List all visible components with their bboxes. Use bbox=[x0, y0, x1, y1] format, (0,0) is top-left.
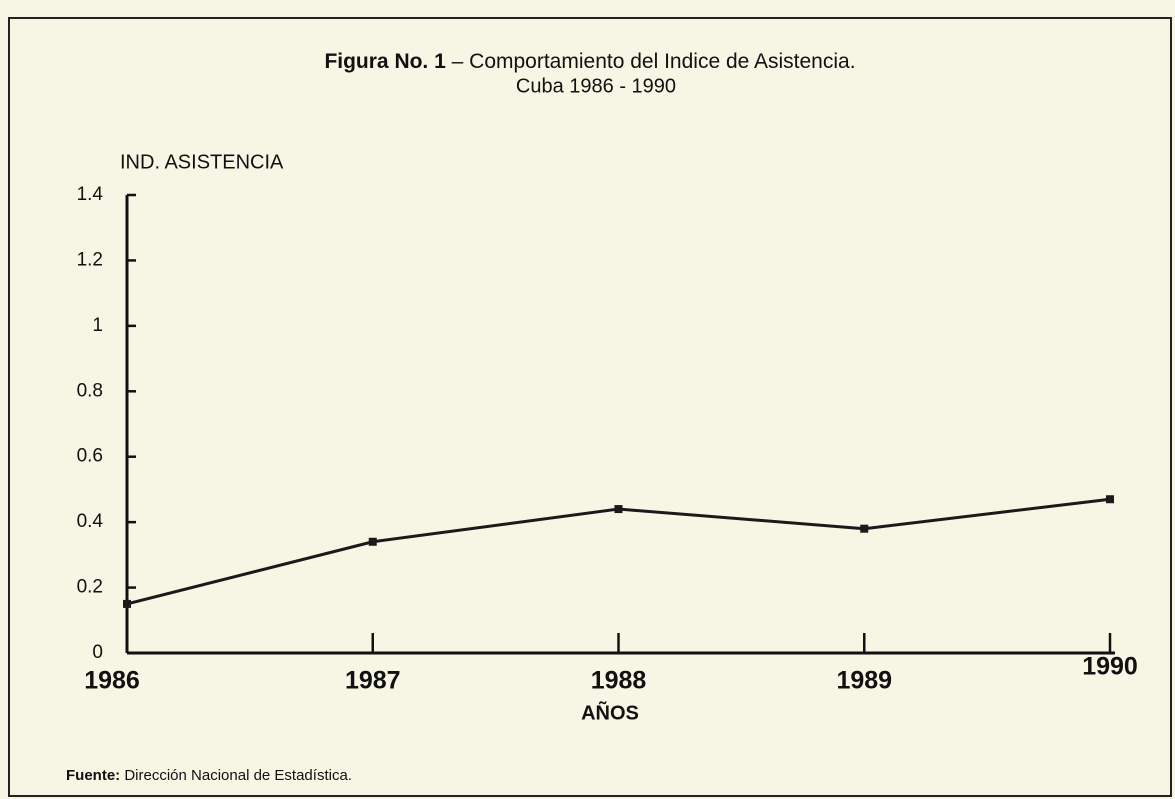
subtitle: Cuba 1986 - 1990 bbox=[516, 75, 676, 97]
x-tick-label: 1990 bbox=[1082, 653, 1138, 681]
data-line bbox=[126, 497, 1111, 606]
data-point bbox=[368, 537, 377, 546]
title-text: – Comportamiento del Indice de Asistenci… bbox=[452, 50, 856, 73]
data-point bbox=[1106, 495, 1114, 504]
title-number: Figura No. 1 bbox=[324, 50, 446, 73]
x-axis-label: AÑOS bbox=[581, 701, 639, 724]
chart-title: Figura No. 1 – Comportamiento del Indice… bbox=[324, 50, 855, 73]
y-tick-label: 0.6 bbox=[77, 446, 103, 467]
source-text: Dirección Nacional de Estadística. bbox=[124, 767, 352, 784]
frame bbox=[8, 17, 1172, 797]
y-tick-label: 0.8 bbox=[77, 380, 103, 401]
data-point bbox=[860, 524, 869, 533]
x-tick-label: 1986 bbox=[84, 667, 140, 695]
y-tick-label: 0.2 bbox=[77, 577, 103, 598]
y-tick-label: 1.2 bbox=[77, 249, 103, 270]
source-label: Fuente: bbox=[66, 767, 120, 784]
source: Fuente: Dirección Nacional de Estadístic… bbox=[66, 767, 352, 784]
y-tick-label: 0 bbox=[92, 642, 103, 663]
data-point bbox=[614, 505, 623, 514]
y-axis-label: IND. ASISTENCIA bbox=[120, 151, 284, 173]
x-tick-label: 1989 bbox=[836, 667, 892, 695]
y-tick-label: 1.4 bbox=[77, 184, 104, 205]
data-point bbox=[123, 599, 131, 608]
x-tick-label: 1988 bbox=[591, 667, 647, 695]
x-tick-label: 1987 bbox=[345, 667, 401, 695]
y-tick-label: 0.4 bbox=[77, 511, 104, 532]
y-tick-label: 1 bbox=[92, 315, 103, 336]
